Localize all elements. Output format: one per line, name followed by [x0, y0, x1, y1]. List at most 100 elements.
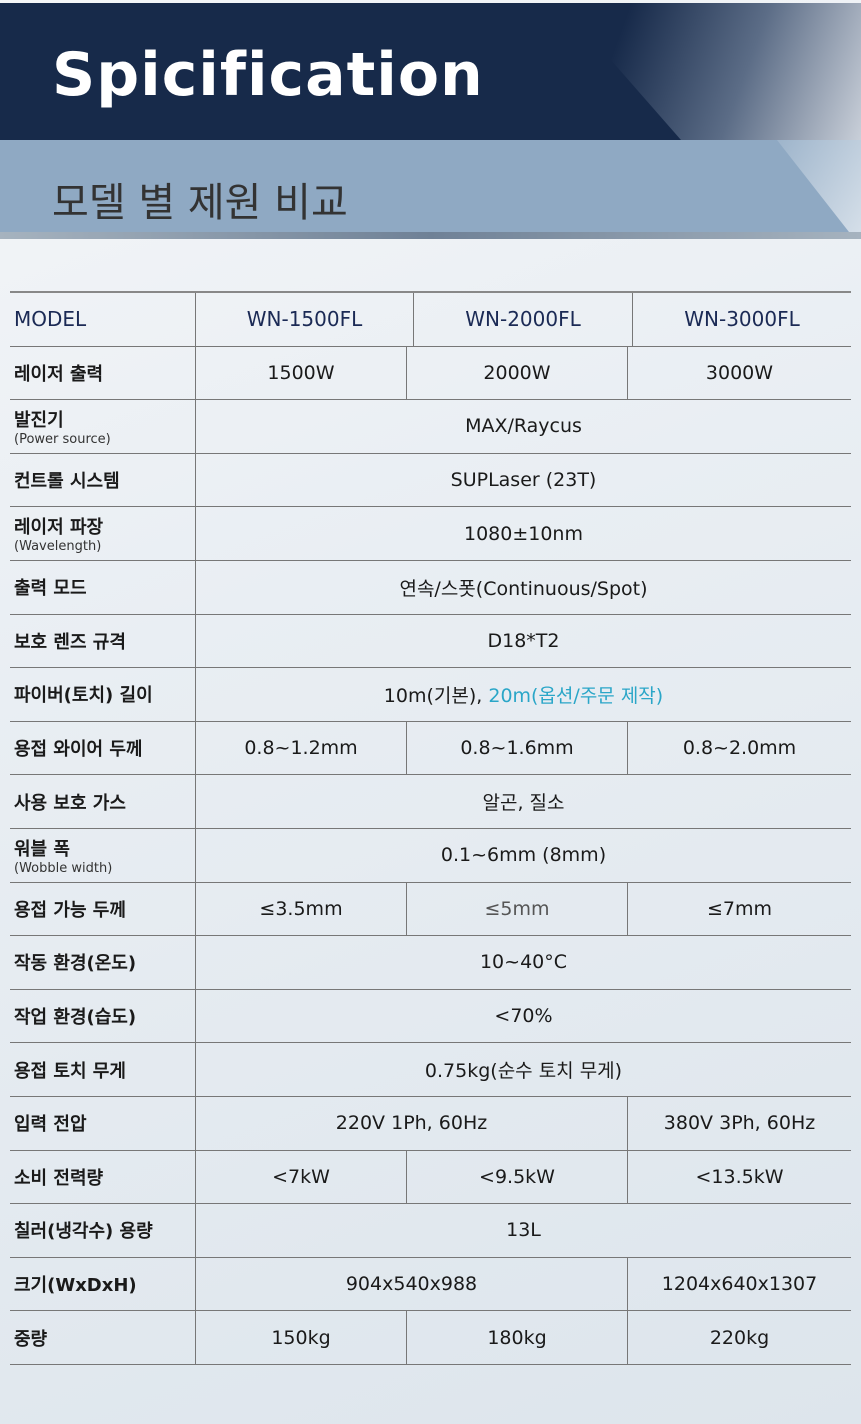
value-text: 0.1~6mm (8mm) — [440, 844, 607, 867]
value-text: 220V 1Ph, 60Hz — [335, 1112, 488, 1135]
row-label-text: 작업 환경(습도) — [14, 1007, 137, 1029]
row-label-text: 보호 렌즈 규격 — [14, 631, 126, 653]
value-text: 10m(기본), — [383, 684, 489, 707]
value-text: 연속/스폿(Continuous/Spot) — [399, 577, 648, 600]
value-text: 13L — [506, 1219, 541, 1242]
value-cell: 1080±10nm — [195, 507, 851, 560]
row-label: 용접 와이어 두께 — [10, 722, 195, 775]
row-label: 레이저 파장 (Wavelength) — [10, 507, 195, 560]
value-text: SUPLaser (23T) — [450, 469, 597, 492]
table-header-row: MODEL WN-1500FL WN-2000FL WN-3000FL — [10, 293, 851, 347]
value-text: 0.8~2.0mm — [682, 737, 797, 760]
header-cell: WN-2000FL — [413, 293, 632, 346]
row-label-text: 레이저 파장 — [14, 517, 104, 539]
page-title: Spicification — [52, 40, 484, 110]
table-row: 작동 환경(온도) 10~40°C — [10, 936, 851, 990]
value-text: <7kW — [272, 1165, 330, 1188]
value-text: D18*T2 — [487, 629, 560, 652]
row-label: 소비 전력량 — [10, 1151, 195, 1204]
value-cell: <70% — [195, 989, 851, 1043]
row-label: 컨트롤 시스템 — [10, 454, 195, 507]
table-row: 레이저 출력 1500W 2000W 3000W — [10, 346, 851, 401]
row-label: 발진기 (Power source) — [10, 400, 195, 453]
value-cell: ≤7mm — [627, 882, 851, 936]
table-row: 칠러(냉각수) 용량 13L — [10, 1204, 851, 1258]
table-row: 용접 토치 무게 0.75kg(순수 토치 무게) — [10, 1043, 851, 1097]
page-subtitle: 모델 별 제원 비교 — [52, 180, 348, 226]
table-row: 워블 폭 (Wobble width) 0.1~6mm (8mm) — [10, 828, 851, 883]
value-text: 1500W — [267, 361, 335, 384]
value-text: <13.5kW — [695, 1165, 784, 1188]
row-label: 작동 환경(온도) — [10, 936, 195, 989]
row-label: 파이버(토치) 길이 — [10, 668, 195, 721]
value-cell: 904x540x988 — [195, 1257, 627, 1311]
row-label-text: 발진기 — [14, 409, 64, 431]
value-cell: <13.5kW — [627, 1150, 851, 1204]
row-label: 레이저 출력 — [10, 347, 195, 400]
value-cell: MAX/Raycus — [195, 400, 851, 453]
value-text: 0.8~1.6mm — [460, 737, 574, 760]
value-cell: 3000W — [627, 346, 851, 400]
value-cell: <7kW — [195, 1150, 406, 1204]
value-text: ≤7mm — [706, 897, 773, 920]
row-label: 출력 모드 — [10, 561, 195, 614]
row-label-text: 용접 가능 두께 — [14, 899, 126, 921]
row-label-text: 컨트롤 시스템 — [14, 471, 120, 493]
table-row: 사용 보호 가스 알곤, 질소 — [10, 775, 851, 829]
row-label-english: (Wobble width) — [14, 860, 113, 876]
row-label-text: 입력 전압 — [14, 1114, 87, 1136]
value-text: 2000W — [483, 361, 551, 384]
row-label-text: 소비 전력량 — [14, 1167, 104, 1189]
row-label: 입력 전압 — [10, 1097, 195, 1150]
header-cell: WN-3000FL — [632, 293, 851, 346]
value-text: 1080±10nm — [463, 522, 583, 545]
row-label-text: 출력 모드 — [14, 578, 87, 600]
row-label: 워블 폭 (Wobble width) — [10, 829, 195, 882]
value-text: 0.75kg(순수 토치 무게) — [424, 1060, 623, 1083]
table-row: 중량 150kg 180kg 220kg — [10, 1311, 851, 1365]
row-label-text: 워블 폭 — [14, 838, 70, 860]
header-banner — [0, 3, 861, 140]
value-cell: ≤3.5mm — [195, 882, 406, 936]
row-label-text: 레이저 출력 — [14, 363, 104, 385]
option-highlight: 20m(옵션/주문 제작) — [488, 684, 664, 707]
value-text: 904x540x988 — [345, 1272, 478, 1295]
row-label-text: 칠러(냉각수) 용량 — [14, 1221, 153, 1243]
row-label-text: 중량 — [14, 1328, 48, 1350]
value-text: 150kg — [271, 1326, 331, 1349]
row-label-text: 용접 토치 무게 — [14, 1060, 126, 1082]
row-label: 용접 가능 두께 — [10, 883, 195, 936]
value-cell: ≤5mm — [406, 882, 627, 936]
table-row: 크기(WxDxH) 904x540x988 1204x640x1307 — [10, 1257, 851, 1312]
value-cell: 10~40°C — [195, 936, 851, 989]
value-cell: 2000W — [406, 346, 627, 400]
row-label-text: 용접 와이어 두께 — [14, 739, 143, 761]
value-cell: 380V 3Ph, 60Hz — [627, 1096, 851, 1150]
table-row: 발진기 (Power source) MAX/Raycus — [10, 400, 851, 454]
header-cell: WN-1500FL — [195, 293, 413, 346]
value-cell: 150kg — [195, 1311, 406, 1364]
value-cell: 0.1~6mm (8mm) — [195, 828, 851, 882]
value-text: 3000W — [705, 361, 774, 384]
value-cell: SUPLaser (23T) — [195, 453, 851, 507]
divider — [0, 232, 861, 239]
value-cell: 0.8~1.6mm — [406, 721, 627, 775]
value-cell: 0.8~1.2mm — [195, 721, 406, 775]
value-cell: 1500W — [195, 346, 406, 400]
value-text: 180kg — [487, 1326, 547, 1349]
row-label-text: 크기(WxDxH) — [14, 1274, 137, 1296]
header-cell: MODEL — [14, 307, 87, 332]
table-row: 소비 전력량 <7kW <9.5kW <13.5kW — [10, 1150, 851, 1205]
subtitle-band — [0, 140, 861, 232]
value-text: 10~40°C — [479, 951, 568, 974]
row-label: 크기(WxDxH) — [10, 1258, 195, 1311]
spec-table: MODEL WN-1500FL WN-2000FL WN-3000FL 레이저 … — [10, 291, 851, 1365]
value-cell: D18*T2 — [195, 614, 851, 668]
row-label-english: (Power source) — [14, 431, 111, 447]
value-cell: 10m(기본), 20m(옵션/주문 제작) — [195, 668, 851, 721]
value-text: <70% — [494, 1005, 553, 1028]
row-label-text: 파이버(토치) 길이 — [14, 685, 153, 707]
value-cell: 0.75kg(순수 토치 무게) — [195, 1043, 851, 1096]
value-cell: 220kg — [627, 1311, 851, 1364]
table-row: 용접 와이어 두께 0.8~1.2mm 0.8~1.6mm 0.8~2.0mm — [10, 721, 851, 776]
